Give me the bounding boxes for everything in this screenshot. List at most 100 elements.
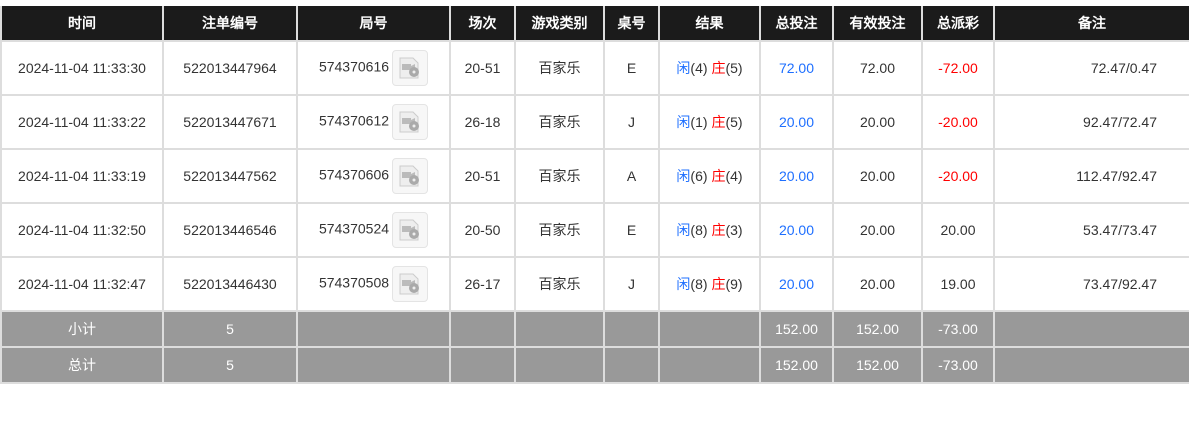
table-header: 时间 注单编号 局号 场次 游戏类别 桌号 结果 总投注 有效投注 总派彩 备注 bbox=[0, 6, 1189, 42]
bet-id-cell: 522013447562 bbox=[162, 148, 298, 204]
total-bet-cell: 20.00 bbox=[759, 202, 834, 258]
player-score: (1) bbox=[690, 114, 708, 130]
empty-cell bbox=[449, 310, 516, 348]
table-number-cell: A bbox=[603, 148, 660, 204]
game-type-cell: 百家乐 bbox=[514, 256, 605, 312]
banker-score: (3) bbox=[725, 222, 743, 238]
table-row: 2024-11-04 11:33:22 522013447671 574370612… bbox=[0, 94, 1189, 150]
summary-total-bet: 152.00 bbox=[759, 310, 834, 348]
round-number: 574370524 bbox=[318, 220, 390, 237]
session-cell: 20-50 bbox=[449, 202, 516, 258]
video-replay-icon[interactable] bbox=[392, 212, 429, 248]
time-cell: 2024-11-04 11:32:47 bbox=[0, 256, 164, 312]
summary-label: 总计 bbox=[0, 346, 164, 384]
round-cell: 574370616 bbox=[296, 40, 451, 96]
bet-id-cell: 522013446430 bbox=[162, 256, 298, 312]
table-number-cell: J bbox=[603, 256, 660, 312]
table-row: 2024-11-04 11:33:30 522013447964 574370616… bbox=[0, 40, 1189, 96]
column-header: 总投注 bbox=[759, 6, 834, 42]
empty-cell bbox=[296, 310, 451, 348]
column-header: 桌号 bbox=[603, 6, 660, 42]
bet-records-table: 时间 注单编号 局号 场次 游戏类别 桌号 结果 总投注 有效投注 总派彩 备注 2024-11-0… bbox=[0, 6, 1189, 384]
column-header: 有效投注 bbox=[832, 6, 923, 42]
bet-id-cell: 522013447671 bbox=[162, 94, 298, 150]
round-cell: 574370612 bbox=[296, 94, 451, 150]
video-replay-icon[interactable] bbox=[392, 266, 429, 302]
column-header: 时间 bbox=[0, 6, 164, 42]
banker-score: (9) bbox=[725, 276, 743, 292]
game-type-cell: 百家乐 bbox=[514, 202, 605, 258]
time-cell: 2024-11-04 11:32:50 bbox=[0, 202, 164, 258]
remark-cell: 72.47/0.47 bbox=[993, 40, 1189, 96]
column-header: 场次 bbox=[449, 6, 516, 42]
banker-label: 庄 bbox=[711, 222, 726, 238]
player-score: (8) bbox=[690, 276, 708, 292]
result-cell: 闲(1) 庄(5) bbox=[658, 94, 761, 150]
valid-bet-cell: 20.00 bbox=[832, 148, 923, 204]
round-number: 574370616 bbox=[318, 58, 390, 75]
video-replay-icon[interactable] bbox=[392, 158, 429, 194]
total-bet-cell: 20.00 bbox=[759, 148, 834, 204]
column-header: 备注 bbox=[993, 6, 1189, 42]
session-cell: 26-17 bbox=[449, 256, 516, 312]
player-label: 闲 bbox=[676, 222, 691, 238]
banker-label: 庄 bbox=[711, 276, 726, 292]
column-header: 游戏类别 bbox=[514, 6, 605, 42]
summary-total-bet: 152.00 bbox=[759, 346, 834, 384]
session-cell: 20-51 bbox=[449, 148, 516, 204]
remark-cell: 73.47/92.47 bbox=[993, 256, 1189, 312]
remark-cell: 92.47/72.47 bbox=[993, 94, 1189, 150]
video-replay-icon[interactable] bbox=[392, 50, 429, 86]
time-cell: 2024-11-04 11:33:30 bbox=[0, 40, 164, 96]
table-number-cell: E bbox=[603, 202, 660, 258]
bet-id-cell: 522013446546 bbox=[162, 202, 298, 258]
empty-cell bbox=[658, 346, 761, 384]
result-cell: 闲(8) 庄(9) bbox=[658, 256, 761, 312]
table-number-cell: J bbox=[603, 94, 660, 150]
session-cell: 20-51 bbox=[449, 40, 516, 96]
column-header: 注单编号 bbox=[162, 6, 298, 42]
payout-cell: -20.00 bbox=[921, 148, 995, 204]
banker-label: 庄 bbox=[711, 168, 726, 184]
summary-valid-bet: 152.00 bbox=[832, 346, 923, 384]
empty-cell bbox=[296, 346, 451, 384]
player-label: 闲 bbox=[676, 276, 691, 292]
column-header: 结果 bbox=[658, 6, 761, 42]
session-cell: 26-18 bbox=[449, 94, 516, 150]
round-number: 574370606 bbox=[318, 166, 390, 183]
table-row: 2024-11-04 11:33:19 522013447562 574370606… bbox=[0, 148, 1189, 204]
bet-id-cell: 522013447964 bbox=[162, 40, 298, 96]
summary-payout: -73.00 bbox=[921, 346, 995, 384]
player-label: 闲 bbox=[676, 60, 691, 76]
empty-cell bbox=[603, 310, 660, 348]
player-label: 闲 bbox=[676, 114, 691, 130]
payout-cell: -72.00 bbox=[921, 40, 995, 96]
empty-cell bbox=[603, 346, 660, 384]
payout-cell: 20.00 bbox=[921, 202, 995, 258]
banker-score: (5) bbox=[725, 114, 743, 130]
column-header: 总派彩 bbox=[921, 6, 995, 42]
game-type-cell: 百家乐 bbox=[514, 40, 605, 96]
empty-cell bbox=[449, 346, 516, 384]
banker-label: 庄 bbox=[711, 114, 726, 130]
empty-cell bbox=[514, 346, 605, 384]
round-cell: 574370524 bbox=[296, 202, 451, 258]
valid-bet-cell: 72.00 bbox=[832, 40, 923, 96]
empty-cell bbox=[993, 346, 1189, 384]
round-cell: 574370606 bbox=[296, 148, 451, 204]
total-bet-cell: 20.00 bbox=[759, 94, 834, 150]
total-row: 总计 5 152.00 152.00 -73.00 bbox=[0, 346, 1189, 384]
time-cell: 2024-11-04 11:33:19 bbox=[0, 148, 164, 204]
result-cell: 闲(8) 庄(3) bbox=[658, 202, 761, 258]
remark-cell: 53.47/73.47 bbox=[993, 202, 1189, 258]
summary-count: 5 bbox=[162, 346, 298, 384]
round-number: 574370508 bbox=[318, 274, 390, 291]
subtotal-row: 小计 5 152.00 152.00 -73.00 bbox=[0, 310, 1189, 348]
table-row: 2024-11-04 11:32:50 522013446546 574370524… bbox=[0, 202, 1189, 258]
empty-cell bbox=[993, 310, 1189, 348]
valid-bet-cell: 20.00 bbox=[832, 94, 923, 150]
video-replay-icon[interactable] bbox=[392, 104, 429, 140]
player-score: (4) bbox=[690, 60, 708, 76]
player-score: (6) bbox=[690, 168, 708, 184]
result-cell: 闲(4) 庄(5) bbox=[658, 40, 761, 96]
